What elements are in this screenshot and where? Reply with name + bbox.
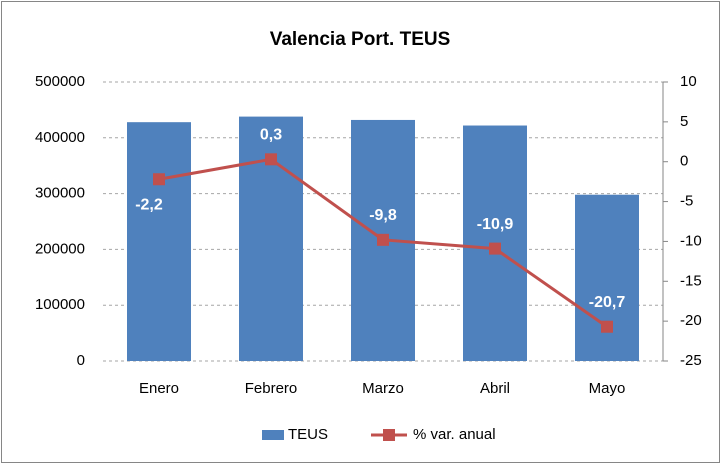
y2-tick-label: -15 <box>680 272 702 289</box>
legend-swatch <box>383 429 395 441</box>
y-tick-label: 100000 <box>35 296 85 313</box>
x-tick-label: Marzo <box>362 380 404 397</box>
x-tick-label: Abril <box>480 380 510 397</box>
y2-tick-label: -5 <box>680 193 693 210</box>
x-tick-label: Mayo <box>589 380 626 397</box>
y-tick-label: 400000 <box>35 129 85 146</box>
legend-label: % var. anual <box>413 426 496 443</box>
line-marker <box>601 320 613 333</box>
legend-label: TEUS <box>288 426 328 443</box>
line-marker <box>265 153 277 166</box>
data-label: -9,8 <box>369 207 397 224</box>
bar <box>239 116 303 361</box>
legend-swatch <box>262 430 284 440</box>
chart-title: Valencia Port. TEUS <box>270 29 451 50</box>
y-tick-label: 0 <box>77 352 85 369</box>
y2-tick-label: -20 <box>680 312 702 329</box>
x-tick-label: Enero <box>139 380 179 397</box>
y2-tick-label: 10 <box>680 73 697 90</box>
line-marker <box>377 233 389 246</box>
y2-tick-label: 5 <box>680 113 688 130</box>
data-label: -10,9 <box>477 216 514 233</box>
y-tick-label: 200000 <box>35 240 85 257</box>
y2-tick-label: 0 <box>680 153 688 170</box>
y2-tick-label: -10 <box>680 232 702 249</box>
line-marker <box>153 173 165 186</box>
y2-tick-label: -25 <box>680 352 702 369</box>
line-marker <box>489 242 501 255</box>
bar <box>575 194 639 361</box>
x-tick-label: Febrero <box>245 380 298 397</box>
y-tick-label: 300000 <box>35 185 85 202</box>
y-tick-label: 500000 <box>35 73 85 90</box>
bar <box>127 122 191 362</box>
data-label: -2,2 <box>135 196 163 213</box>
data-label: -20,7 <box>589 294 626 311</box>
data-label: 0,3 <box>260 127 282 144</box>
